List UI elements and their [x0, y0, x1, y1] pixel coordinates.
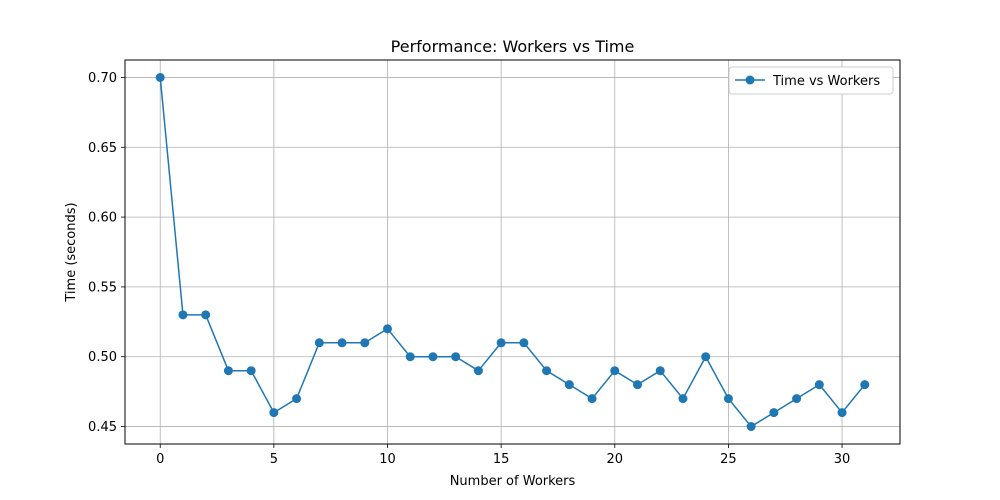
data-point: [360, 338, 370, 348]
data-point: [269, 408, 279, 418]
chart-title: Performance: Workers vs Time: [391, 37, 635, 56]
x-axis-label: Number of Workers: [450, 474, 576, 489]
x-tick-label: 5: [270, 452, 278, 467]
plot-frame: [124, 59, 901, 445]
data-point: [701, 352, 711, 362]
y-tick-label: 0.70: [88, 71, 117, 86]
legend-box: [728, 66, 894, 95]
data-point: [519, 338, 529, 348]
y-tick-label: 0.60: [88, 211, 117, 226]
data-point: [428, 352, 438, 362]
data-point: [792, 394, 802, 404]
data-point: [473, 366, 483, 376]
data-point: [746, 422, 756, 432]
y-tick-label: 0.55: [88, 280, 117, 295]
data-point: [337, 338, 347, 348]
data-point: [155, 72, 165, 82]
y-axis-label: Time (seconds): [64, 202, 79, 302]
data-point: [201, 310, 211, 320]
y-tick-label: 0.45: [88, 420, 117, 435]
data-point: [723, 394, 733, 404]
x-tick-label: 20: [606, 452, 623, 467]
data-point: [678, 394, 688, 404]
legend-marker: [745, 75, 755, 85]
y-tick-label: 0.65: [88, 141, 117, 156]
data-point: [314, 338, 324, 348]
x-tick-label: 0: [156, 452, 164, 467]
data-point: [383, 324, 392, 334]
y-tick-label: 0.50: [88, 350, 117, 365]
x-tick-label: 25: [720, 452, 737, 467]
data-point: [769, 408, 779, 418]
data-point: [496, 338, 506, 348]
data-point: [246, 366, 256, 376]
legend: Time vs Workers: [728, 66, 894, 95]
data-point: [292, 394, 302, 404]
x-tick-label: 10: [379, 452, 396, 467]
data-point: [587, 394, 597, 404]
data-point: [223, 366, 233, 376]
data-point: [542, 366, 552, 376]
data-point: [837, 408, 847, 418]
data-point: [405, 352, 415, 362]
data-point: [178, 310, 188, 320]
ticks-layer: 0 5 10 15 20 25 30 0.45 0.50 0.55 0.60 0.65 0.70: [88, 71, 850, 467]
data-point: [564, 380, 574, 390]
data-point: [860, 380, 870, 390]
series-layer: [155, 72, 870, 432]
data-point: [655, 366, 665, 376]
legend-label: Time vs Workers: [772, 74, 880, 89]
x-tick-label: 15: [493, 452, 510, 467]
data-point: [610, 366, 620, 376]
data-point: [451, 352, 461, 362]
x-tick-label: 30: [834, 452, 851, 467]
data-point: [633, 380, 642, 390]
data-point: [814, 380, 824, 390]
grid-layer: [125, 60, 900, 444]
